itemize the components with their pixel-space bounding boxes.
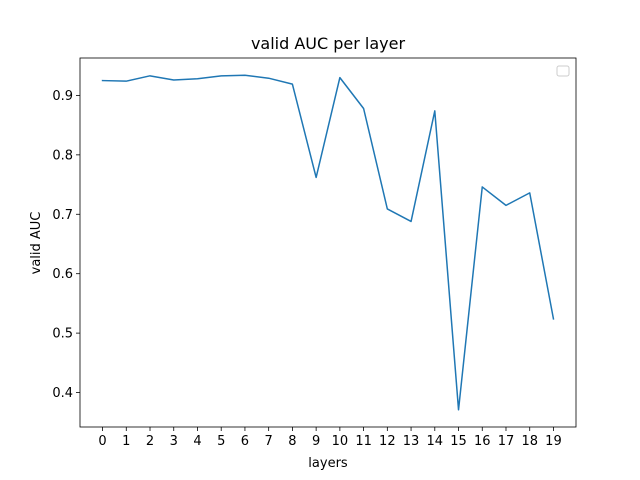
y-tick-label-0.7: 0.7 bbox=[52, 208, 73, 223]
x-tick-label-0: 0 bbox=[98, 434, 106, 449]
y-tick-label-0.5: 0.5 bbox=[52, 327, 73, 342]
x-tick-label-18: 18 bbox=[521, 434, 538, 449]
y-tick-label-0.8: 0.8 bbox=[52, 148, 73, 163]
y-axis-label: valid AUC bbox=[29, 212, 44, 275]
x-tick-label-3: 3 bbox=[170, 434, 178, 449]
x-tick-label-4: 4 bbox=[193, 434, 201, 449]
x-tick-label-7: 7 bbox=[265, 434, 273, 449]
x-tick-label-8: 8 bbox=[288, 434, 296, 449]
x-tick-label-12: 12 bbox=[379, 434, 396, 449]
x-tick-label-15: 15 bbox=[450, 434, 467, 449]
x-tick-label-14: 14 bbox=[427, 434, 444, 449]
x-tick-label-10: 10 bbox=[332, 434, 349, 449]
axes-frame bbox=[79, 57, 577, 428]
x-tick-label-2: 2 bbox=[146, 434, 154, 449]
x-tick-label-5: 5 bbox=[217, 434, 225, 449]
x-tick-label-16: 16 bbox=[474, 434, 491, 449]
legend-box bbox=[556, 65, 570, 77]
x-tick-label-11: 11 bbox=[355, 434, 372, 449]
x-axis-label: layers bbox=[308, 456, 348, 471]
series-line bbox=[101, 74, 555, 411]
plot-area: 0 1 2 3 4 5 6 7 8 9 10 11 12 13 14 15 16 17 18 190.40.50.60… bbox=[52, 57, 577, 449]
y-tick-label-0.6: 0.6 bbox=[52, 267, 73, 282]
x-tick-label-13: 13 bbox=[403, 434, 420, 449]
y-tick-label-0.9: 0.9 bbox=[52, 89, 73, 104]
x-tick-label-17: 17 bbox=[498, 434, 515, 449]
x-tick-label-19: 19 bbox=[545, 434, 562, 449]
y-tick-label-0.4: 0.4 bbox=[52, 386, 73, 401]
chart-title: valid AUC per layer bbox=[251, 34, 406, 53]
x-tick-label-6: 6 bbox=[241, 434, 249, 449]
x-tick-label-1: 1 bbox=[122, 434, 130, 449]
x-tick-label-9: 9 bbox=[312, 434, 320, 449]
